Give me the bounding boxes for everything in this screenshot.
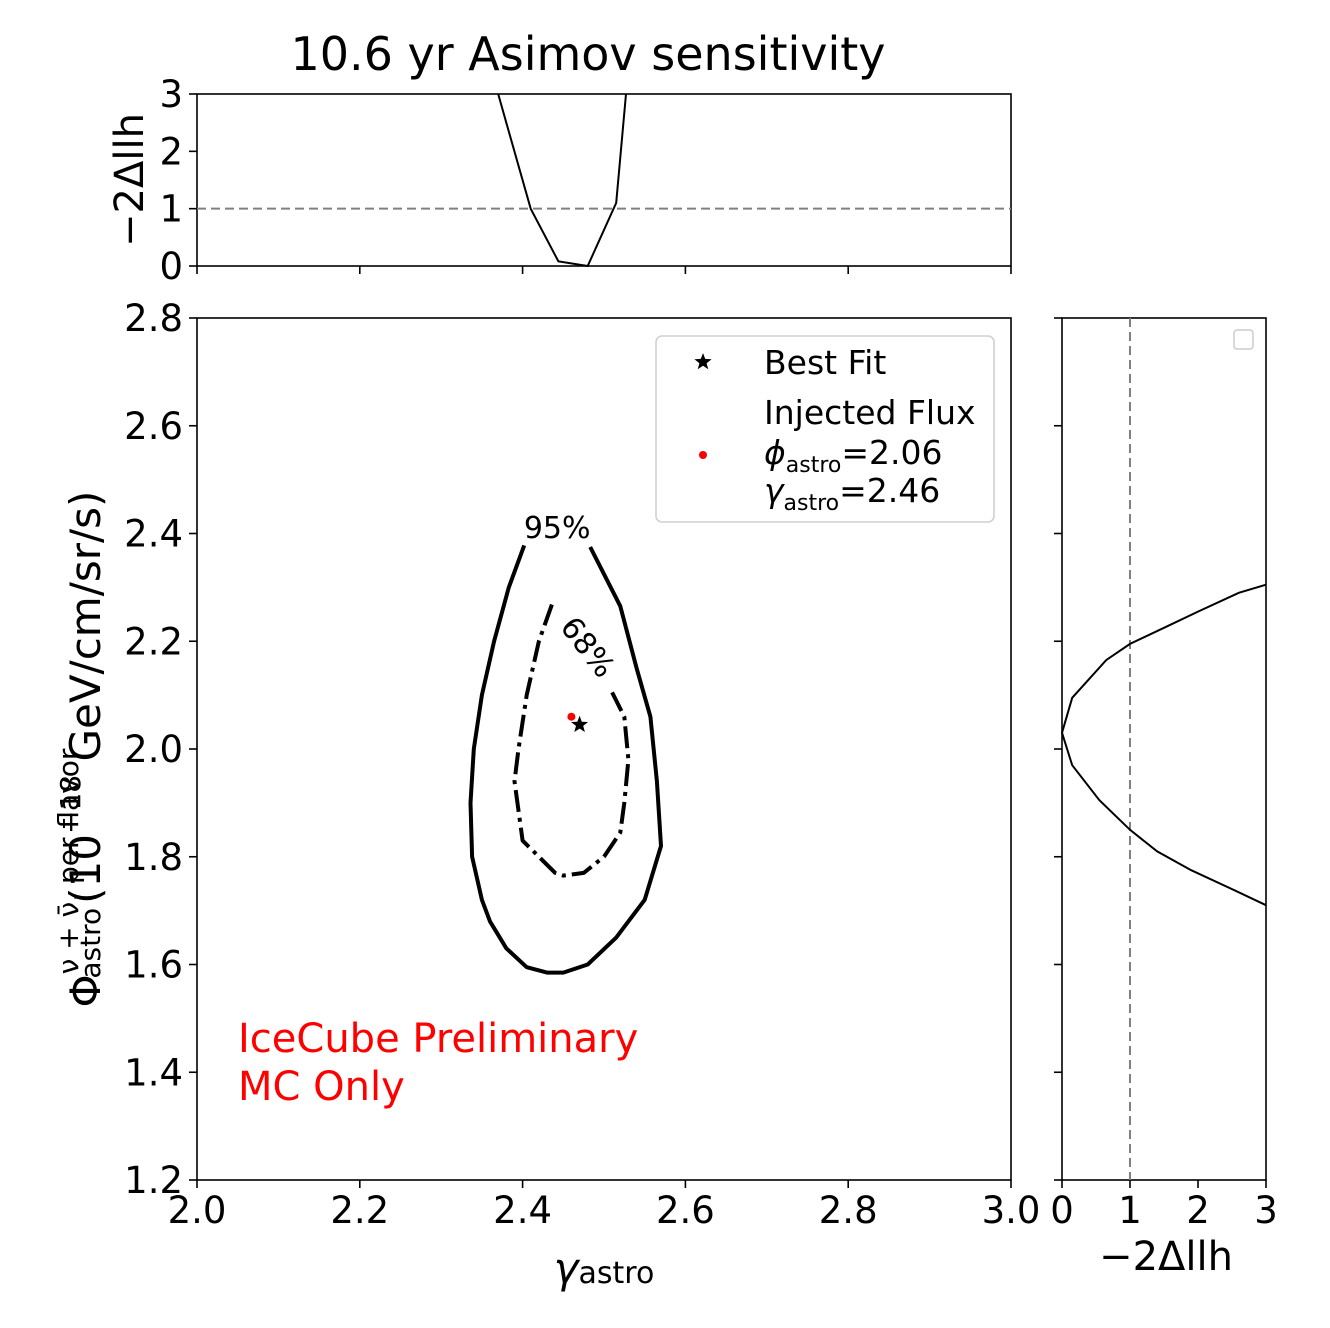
main-ytick-label: 1.8 bbox=[124, 836, 183, 879]
top-profile-panel: 0 1 2 3 −2Δllh bbox=[107, 73, 1012, 288]
top-ytick-label: 2 bbox=[159, 130, 183, 173]
chart-title: 10.6 yr Asimov sensitivity bbox=[290, 27, 885, 81]
main-ytick-label: 2.6 bbox=[124, 405, 183, 448]
main-xtick-label: 2.8 bbox=[819, 1189, 878, 1232]
right-xtick-label: 1 bbox=[1118, 1189, 1142, 1232]
main-xtick-label: 2.0 bbox=[168, 1189, 227, 1232]
main-ytick-label: 1.2 bbox=[124, 1159, 183, 1202]
legend-frame bbox=[655, 335, 995, 523]
main-ytick-label: 2.8 bbox=[124, 297, 183, 340]
top-profile-ylabel: −2Δllh bbox=[107, 113, 153, 247]
right-profile-xlabel: −2Δllh bbox=[1099, 1234, 1233, 1280]
right-xtick-label: 2 bbox=[1186, 1189, 1210, 1232]
main-ytick-label: 2.4 bbox=[124, 513, 183, 556]
legend-injected-title: Injected Flux bbox=[764, 393, 976, 432]
legend-best-fit-label: Best Fit bbox=[764, 343, 886, 382]
injected-flux-point bbox=[567, 712, 576, 721]
right-panel-frame bbox=[1061, 317, 1267, 1181]
main-panel: 95% 68% 2.0 2.2 2.4 2.6 2.8 3.0 1.2 1.4 1.6 1.8 2… bbox=[52, 297, 1040, 1293]
mc-only-annotation: MC Only bbox=[238, 1064, 405, 1110]
top-ytick-label: 3 bbox=[159, 73, 183, 116]
empty-legend-box bbox=[1233, 329, 1254, 350]
preliminary-annotation: IceCube Preliminary bbox=[238, 1016, 638, 1062]
main-xtick-label: 2.4 bbox=[493, 1189, 552, 1232]
right-profile-panel: 0 1 2 3 −2Δllh bbox=[1050, 317, 1278, 1280]
legend-phi-entry: ϕastro=2.06 bbox=[764, 433, 943, 478]
right-xtick-label: 0 bbox=[1050, 1189, 1074, 1232]
top-profile-curve bbox=[497, 93, 627, 268]
right-xtick-label: 3 bbox=[1254, 1189, 1278, 1232]
main-xtick-label: 2.6 bbox=[656, 1189, 715, 1232]
best-fit-star bbox=[571, 715, 589, 732]
main-ytick-label: 1.6 bbox=[124, 944, 183, 987]
contour-95-label: 95% bbox=[524, 511, 591, 546]
main-ytick-label: 1.4 bbox=[124, 1051, 183, 1094]
main-xtick-label: 2.2 bbox=[330, 1189, 389, 1232]
main-xtick-label: 3.0 bbox=[982, 1189, 1041, 1232]
contour-95 bbox=[468, 544, 663, 975]
legend-gamma-entry: γastro=2.46 bbox=[764, 471, 940, 516]
main-ylabel: Φν + ν̄, per flavorastro(10−18 GeV/cm/sr… bbox=[52, 491, 110, 1008]
legend-best-fit-star bbox=[694, 353, 712, 370]
top-ytick-label: 1 bbox=[159, 188, 183, 231]
contour-68 bbox=[512, 603, 631, 878]
main-ytick-label: 2.2 bbox=[124, 620, 183, 663]
top-ytick-label: 0 bbox=[159, 245, 183, 288]
legend: Best Fit Injected Flux ϕastro=2.06 γastr… bbox=[655, 335, 995, 523]
right-profile-curve bbox=[1060, 583, 1267, 907]
legend-injected-marker bbox=[699, 451, 707, 459]
main-xlabel: γastro bbox=[554, 1244, 655, 1293]
contour-68-label: 68% bbox=[553, 611, 622, 685]
main-ytick-label: 2.0 bbox=[124, 728, 183, 771]
top-panel-frame bbox=[196, 93, 1012, 267]
